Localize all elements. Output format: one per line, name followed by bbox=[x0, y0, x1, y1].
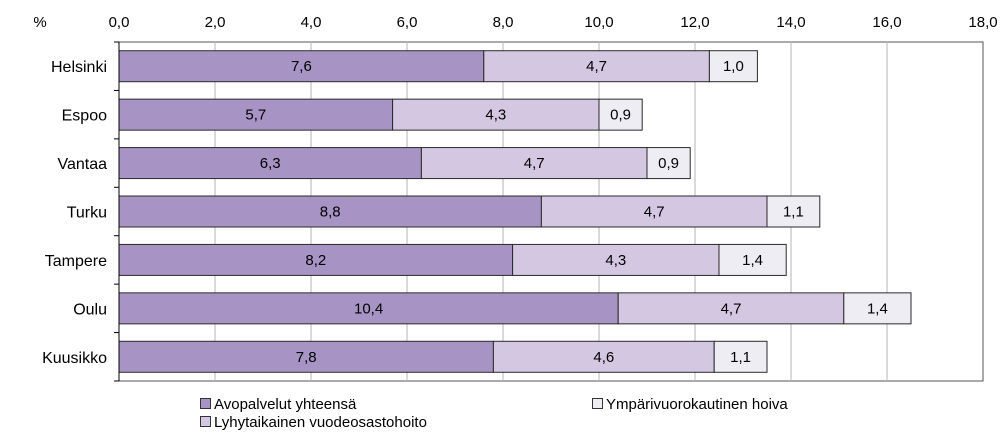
x-tick-label: 6,0 bbox=[397, 14, 418, 31]
data-label: 4,7 bbox=[586, 58, 607, 75]
bar-segment bbox=[708, 50, 758, 83]
bar-segment bbox=[492, 340, 715, 373]
x-tick-label: 10,0 bbox=[584, 14, 613, 31]
category-label: Helsinki bbox=[51, 59, 107, 76]
legend-swatch-ymparivuorokautinen bbox=[592, 398, 603, 409]
data-label: 1,1 bbox=[730, 349, 751, 366]
x-tick-label: 18,0 bbox=[968, 14, 997, 31]
x-tick-label: 2,0 bbox=[205, 14, 226, 31]
data-label: 0,9 bbox=[610, 107, 631, 124]
bar-segment bbox=[713, 340, 768, 373]
data-label: 7,6 bbox=[291, 58, 312, 75]
x-axis-unit-label: % bbox=[33, 14, 46, 31]
data-label: 1,0 bbox=[723, 58, 744, 75]
legend-item-ymparivuorokautinen: Ympärivuorokautinen hoiva bbox=[592, 396, 788, 414]
data-label: 8,8 bbox=[320, 204, 341, 221]
legend-label-lyhytaikainen: Lyhytaikainen vuodeosastohoito bbox=[214, 414, 427, 431]
x-tick-label: 12,0 bbox=[680, 14, 709, 31]
legend-swatch-avopalvelut bbox=[200, 398, 211, 409]
data-label: 4,3 bbox=[485, 107, 506, 124]
legend-item-avopalvelut: Avopalvelut yhteensä bbox=[200, 396, 356, 414]
data-label: 4,7 bbox=[644, 204, 665, 221]
legend-swatch-lyhytaikainen bbox=[200, 416, 211, 427]
legend: Avopalvelut yhteensä Ympärivuorokautinen… bbox=[200, 396, 960, 441]
category-label: Vantaa bbox=[57, 156, 107, 173]
bar-segment bbox=[118, 195, 542, 228]
data-label: 7,8 bbox=[296, 349, 317, 366]
data-label: 4,3 bbox=[605, 252, 626, 269]
category-label: Kuusikko bbox=[42, 350, 107, 367]
legend-label-avopalvelut: Avopalvelut yhteensä bbox=[214, 396, 357, 413]
bar-segment bbox=[512, 243, 720, 276]
data-label: 8,2 bbox=[305, 252, 326, 269]
data-label: 1,4 bbox=[742, 252, 763, 269]
data-label: 1,1 bbox=[783, 204, 804, 221]
data-label: 4,7 bbox=[721, 300, 742, 317]
data-label: 4,7 bbox=[524, 155, 545, 172]
category-label: Tampere bbox=[45, 253, 107, 270]
bar-segment bbox=[118, 340, 494, 373]
bar-segment bbox=[118, 98, 394, 131]
bar-segment bbox=[420, 147, 648, 180]
data-label: 6,3 bbox=[260, 155, 281, 172]
x-tick-label: 16,0 bbox=[872, 14, 901, 31]
data-label: 1,4 bbox=[867, 300, 888, 317]
category-label: Turku bbox=[67, 205, 107, 222]
category-label: Espoo bbox=[62, 108, 107, 125]
bar-segment bbox=[646, 147, 691, 180]
bar-segment bbox=[483, 50, 710, 83]
x-tick-label: 14,0 bbox=[776, 14, 805, 31]
axes: 0,0 2,0 4,0 6,0 8,0 10,0 12,0 14,0 16,0 18,0 Helsi… bbox=[42, 14, 998, 382]
grid-lines bbox=[118, 41, 984, 382]
bar-segment bbox=[598, 98, 643, 131]
bar-segment bbox=[843, 292, 912, 325]
bar-segment bbox=[617, 292, 845, 325]
data-label: 4,6 bbox=[593, 349, 614, 366]
data-label: 5,7 bbox=[245, 107, 266, 124]
bar-segment bbox=[118, 292, 619, 325]
data-label: 10,4 bbox=[354, 300, 383, 317]
x-tick-label: 8,0 bbox=[493, 14, 514, 31]
bars: 7,6 4,7 1,0 5,7 4,3 0,9 6,3 4,7 0,9 8,8 4,7 1,1 8,2 4… bbox=[118, 50, 912, 373]
data-label: 0,9 bbox=[658, 155, 679, 172]
category-label: Oulu bbox=[73, 301, 107, 318]
bar-segment bbox=[392, 98, 600, 131]
x-tick-label: 0,0 bbox=[109, 14, 130, 31]
legend-label-ymparivuorokautinen: Ympärivuorokautinen hoiva bbox=[606, 396, 788, 413]
stacked-bar-chart: 7,6 4,7 1,0 5,7 4,3 0,9 6,3 4,7 0,9 8,8 4,7 1,1 8,2 4… bbox=[33, 14, 998, 382]
x-tick-label: 4,0 bbox=[301, 14, 322, 31]
legend-item-lyhytaikainen: Lyhytaikainen vuodeosastohoito bbox=[200, 414, 427, 432]
bar-segment bbox=[766, 195, 821, 228]
bar-segment bbox=[718, 243, 787, 276]
